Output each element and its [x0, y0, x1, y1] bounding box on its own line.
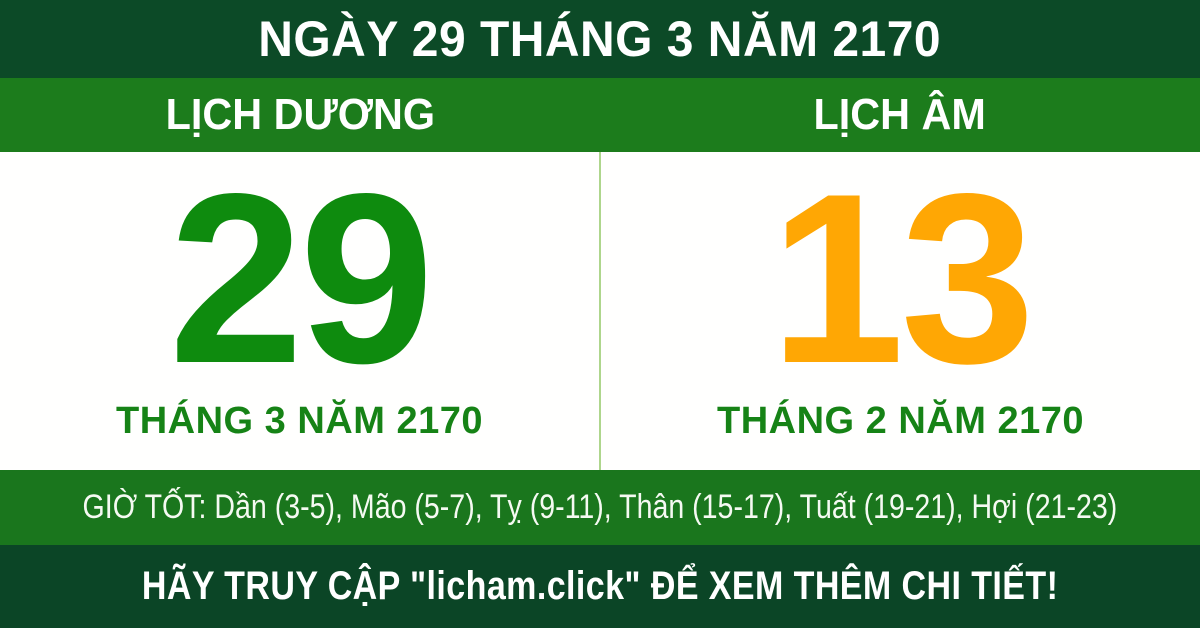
- cta-text: HÃY TRUY CẬP "licham.click" ĐỂ XEM THÊM …: [141, 564, 1059, 608]
- lunar-day-wrap: 13: [601, 152, 1200, 400]
- date-title: NGÀY 29 THÁNG 3 NĂM 2170: [258, 11, 942, 67]
- panel-divider: [599, 152, 601, 470]
- solar-calendar-header: LỊCH DƯƠNG: [165, 90, 435, 139]
- date-title-bar: NGÀY 29 THÁNG 3 NĂM 2170: [0, 0, 1200, 78]
- cta-bar: HÃY TRUY CẬP "licham.click" ĐỂ XEM THÊM …: [0, 545, 1200, 628]
- lunar-month-label: THÁNG 2 NĂM 2170: [717, 400, 1084, 442]
- solar-day-wrap: 29: [0, 152, 599, 400]
- good-hours-text: GIỜ TỐT: Dần (3-5), Mão (5-7), Tỵ (9-11)…: [82, 488, 1118, 526]
- solar-panel: 29 THÁNG 3 NĂM 2170: [0, 152, 599, 470]
- good-hours-bar: GIỜ TỐT: Dần (3-5), Mão (5-7), Tỵ (9-11)…: [0, 470, 1200, 545]
- solar-month-label: THÁNG 3 NĂM 2170: [116, 400, 483, 442]
- calendar-type-header-row: LỊCH DƯƠNG LỊCH ÂM: [0, 78, 1200, 152]
- day-panels: 29 THÁNG 3 NĂM 2170 13 THÁNG 2 NĂM 2170: [0, 152, 1200, 470]
- lunar-panel: 13 THÁNG 2 NĂM 2170: [601, 152, 1200, 470]
- lunar-calendar-header: LỊCH ÂM: [813, 90, 987, 139]
- solar-day-number: 29: [168, 144, 434, 414]
- solar-header-cell: LỊCH DƯƠNG: [0, 78, 600, 152]
- lunar-header-cell: LỊCH ÂM: [600, 78, 1200, 152]
- lunar-day-number: 13: [769, 144, 1035, 414]
